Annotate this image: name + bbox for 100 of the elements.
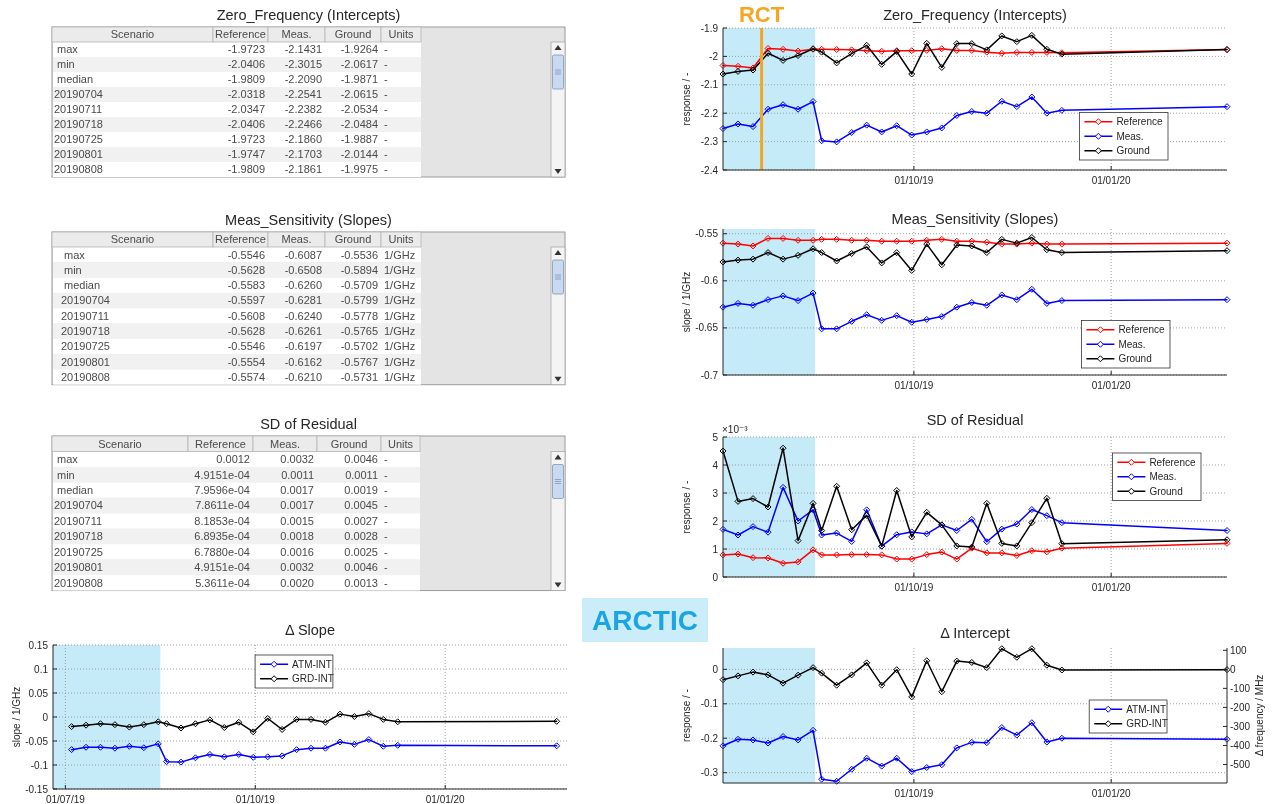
point [983, 109, 991, 117]
point [908, 533, 916, 541]
point [1058, 249, 1066, 257]
point [163, 758, 171, 766]
point [923, 551, 931, 559]
point [953, 542, 961, 550]
point [923, 508, 931, 516]
text: 1/GHz [384, 263, 416, 276]
point [125, 742, 133, 750]
point [734, 67, 742, 75]
y-tick-label: 0 [712, 663, 719, 675]
x-tick-label: 01/01/20 [425, 794, 466, 804]
point [968, 40, 976, 48]
point [878, 316, 886, 324]
point [818, 669, 826, 677]
text: -2.0484 [340, 118, 378, 131]
point [893, 555, 901, 563]
category-label: median [57, 483, 94, 496]
point [998, 525, 1006, 533]
point [794, 251, 802, 259]
point [863, 511, 871, 519]
point [794, 297, 802, 305]
point [734, 672, 742, 680]
point [863, 659, 871, 667]
y-tick-label: 4 [712, 459, 719, 471]
point [923, 315, 931, 323]
point [379, 742, 387, 750]
point [893, 249, 901, 257]
text: 5.3611e-04 [195, 576, 250, 589]
text: -0.6162 [284, 355, 322, 368]
point [968, 658, 976, 666]
point [125, 723, 133, 731]
point [764, 296, 772, 304]
point [1058, 297, 1066, 305]
point [379, 715, 387, 723]
text: -0.5702 [340, 340, 378, 353]
text: -0.6261 [284, 325, 322, 337]
text: 4.9151e-04 [194, 468, 250, 481]
point [968, 108, 976, 115]
text: 7.8611e-04 [195, 499, 250, 512]
category-label: Ground [330, 437, 368, 450]
point [719, 303, 727, 311]
text: -0.6260 [284, 279, 322, 292]
point [893, 237, 901, 245]
text: 0.0028 [344, 530, 378, 543]
point [968, 242, 976, 250]
text: 0.0046 [344, 561, 378, 574]
text: -0.5546 [227, 340, 265, 353]
y-tick-label: -2.4 [700, 164, 719, 176]
point [749, 554, 757, 562]
point [878, 551, 886, 559]
text: -0.5767 [340, 355, 378, 368]
point [220, 753, 228, 761]
point [863, 243, 871, 251]
point [809, 236, 817, 244]
point [350, 713, 358, 721]
point [719, 742, 727, 750]
category-label: min [57, 468, 75, 481]
text: - [384, 73, 388, 86]
point [938, 548, 946, 556]
text: -2.0406 [227, 118, 265, 131]
point [719, 525, 727, 533]
y-tick-label: -0.6 [700, 275, 719, 287]
text: - [384, 103, 388, 116]
point [749, 523, 757, 531]
category-label: max [57, 453, 78, 466]
point [818, 249, 826, 257]
point [998, 539, 1006, 547]
x-tick-label: 01/01/20 [1091, 582, 1132, 594]
point [1043, 738, 1051, 746]
point [1028, 285, 1036, 293]
text: 0.0011 [345, 468, 378, 481]
point [1058, 519, 1066, 527]
y-axis-title: response / - [681, 72, 692, 126]
point [953, 46, 961, 54]
text: - [384, 483, 388, 496]
point [764, 249, 772, 257]
category-label: 20190711 [54, 514, 103, 527]
y-tick-label: -0.7 [700, 369, 719, 381]
category-label: 20190801 [54, 148, 103, 161]
point [394, 718, 402, 726]
text: 0.0015 [280, 514, 314, 527]
point [307, 715, 315, 723]
point [1013, 551, 1021, 559]
point [1058, 666, 1066, 674]
point [96, 720, 104, 728]
point [764, 739, 772, 747]
point [893, 312, 901, 320]
point [818, 325, 826, 333]
point [206, 750, 214, 758]
text: - [384, 88, 388, 101]
point [878, 60, 886, 68]
point [1043, 512, 1051, 520]
point [848, 551, 856, 559]
point [191, 754, 199, 762]
point [938, 124, 946, 132]
point [307, 744, 315, 752]
point [908, 266, 916, 274]
point [863, 311, 871, 319]
point [779, 45, 787, 53]
